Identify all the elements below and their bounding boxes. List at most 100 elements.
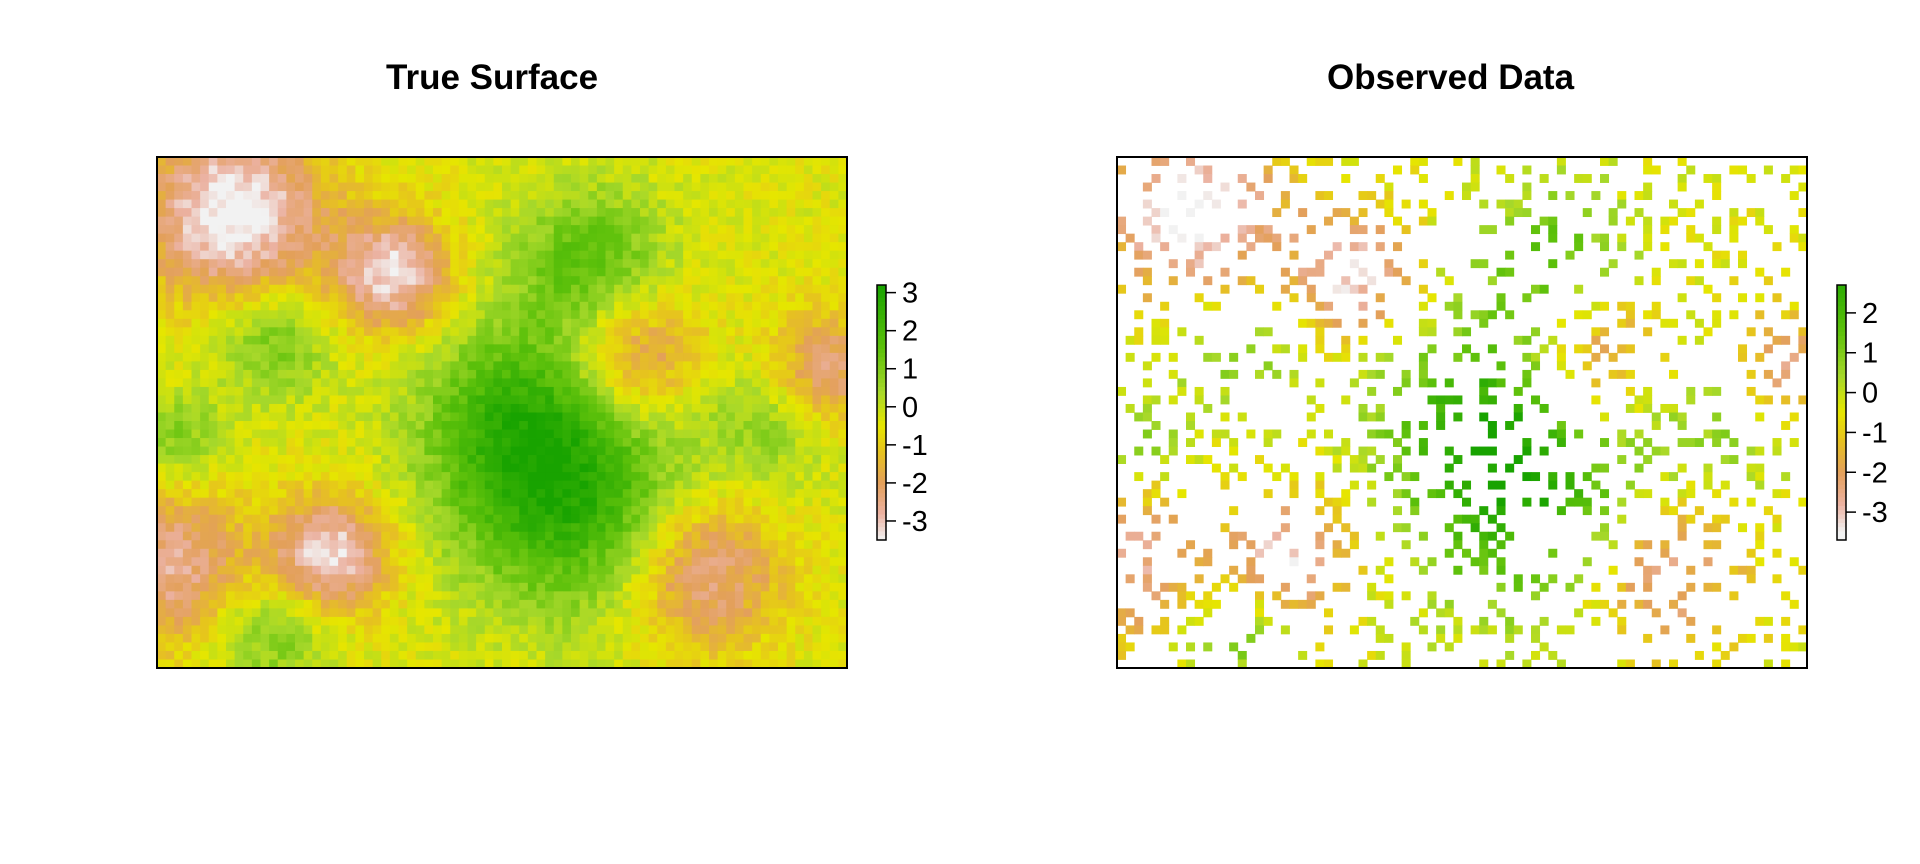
heatmap-cell <box>165 446 175 456</box>
heatmap-cell <box>165 208 175 218</box>
heatmap-cell <box>709 489 719 499</box>
heatmap-cell <box>640 540 650 550</box>
heatmap-cell <box>519 395 529 405</box>
heatmap-cell <box>588 344 598 354</box>
heatmap-cell <box>320 599 330 609</box>
heatmap-cell <box>286 472 296 482</box>
heatmap-cell <box>407 531 417 541</box>
heatmap-cell <box>424 403 434 413</box>
heatmap-cell <box>372 540 382 550</box>
heatmap-cell <box>760 344 770 354</box>
heatmap-cell <box>502 582 512 592</box>
heatmap-cell <box>303 259 313 269</box>
heatmap-cell <box>631 472 641 482</box>
heatmap-cell <box>502 242 512 252</box>
heatmap-cell <box>665 429 675 439</box>
heatmap-cell <box>182 582 192 592</box>
heatmap-cell <box>217 421 227 430</box>
heatmap-cell <box>752 463 762 473</box>
heatmap-cell <box>182 157 192 166</box>
heatmap-cell <box>226 395 236 405</box>
heatmap-cell <box>260 608 270 618</box>
heatmap-cell <box>389 208 399 218</box>
heatmap-cell <box>312 395 322 405</box>
heatmap-cell <box>838 157 848 166</box>
heatmap-cell <box>657 514 667 524</box>
colorbar-segment <box>877 463 886 469</box>
heatmap-cell <box>260 216 270 226</box>
heatmap-cell <box>295 455 305 464</box>
heatmap-cell <box>407 565 417 575</box>
heatmap-cell <box>838 310 848 320</box>
heatmap-cell <box>648 216 658 226</box>
heatmap-cell <box>803 318 813 328</box>
heatmap-cell <box>243 497 253 507</box>
heatmap-cell <box>303 242 313 252</box>
heatmap-cell <box>320 216 330 226</box>
heatmap-cell <box>234 403 244 413</box>
heatmap-cell <box>571 446 581 456</box>
heatmap-cell <box>786 557 796 567</box>
heatmap-cell <box>614 225 624 235</box>
heatmap-cell <box>381 506 391 516</box>
heatmap-cell <box>355 438 365 447</box>
heatmap-cell <box>346 208 356 218</box>
heatmap-cell <box>588 378 598 388</box>
heatmap-cell <box>303 208 313 218</box>
heatmap-cell <box>519 489 529 499</box>
heatmap-cell <box>726 267 736 277</box>
heatmap-cell <box>519 259 529 269</box>
heatmap-cells <box>1117 157 1808 669</box>
heatmap-cell <box>1677 174 1687 183</box>
heatmap-cell <box>752 233 762 243</box>
heatmap-cell <box>165 574 175 584</box>
heatmap-cell <box>622 633 632 643</box>
heatmap-cell <box>657 276 667 286</box>
heatmap-cell <box>605 335 615 345</box>
heatmap-cell <box>760 557 770 567</box>
heatmap-cell <box>553 310 563 320</box>
heatmap-cell <box>200 446 210 456</box>
heatmap-cell <box>208 540 218 550</box>
heatmap-cell <box>277 157 287 166</box>
heatmap-cell <box>364 497 374 507</box>
heatmap-cell <box>441 531 451 541</box>
heatmap-cell <box>605 531 615 541</box>
heatmap-cell <box>243 650 253 660</box>
heatmap-cell <box>226 165 236 175</box>
heatmap-cell <box>174 335 184 345</box>
heatmap-cell <box>795 565 805 575</box>
heatmap-cell <box>760 225 770 235</box>
heatmap-cell <box>433 455 443 464</box>
colorbar-segment <box>877 446 886 452</box>
heatmap-cell <box>398 608 408 618</box>
heatmap-cell <box>588 403 598 413</box>
heatmap-cell <box>760 591 770 601</box>
heatmap-cell <box>424 386 434 396</box>
heatmap-cell <box>760 480 770 490</box>
heatmap-cell <box>320 259 330 269</box>
heatmap-cell <box>803 259 813 269</box>
heatmap-cell <box>527 633 537 643</box>
heatmap-cell <box>536 216 546 226</box>
heatmap-cell <box>786 463 796 473</box>
heatmap-cell <box>821 267 831 277</box>
heatmap-cell <box>553 208 563 218</box>
heatmap-cell <box>510 267 520 277</box>
heatmap-cell <box>1358 208 1368 218</box>
heatmap-cell <box>243 208 253 218</box>
heatmap-cell <box>277 455 287 464</box>
colorbar-tick-label: -3 <box>902 506 928 538</box>
heatmap-cell <box>1160 208 1170 218</box>
heatmap-cell <box>657 165 667 175</box>
heatmap-cell <box>389 548 399 558</box>
heatmap-cell <box>605 301 615 311</box>
heatmap-cell <box>269 472 279 482</box>
heatmap-cell <box>303 599 313 609</box>
heatmap-cell <box>398 361 408 371</box>
heatmap-cell <box>622 616 632 626</box>
heatmap-cell <box>450 191 460 200</box>
heatmap-cell <box>726 182 736 192</box>
heatmap-cell <box>1746 174 1756 183</box>
heatmap-cell <box>398 301 408 311</box>
